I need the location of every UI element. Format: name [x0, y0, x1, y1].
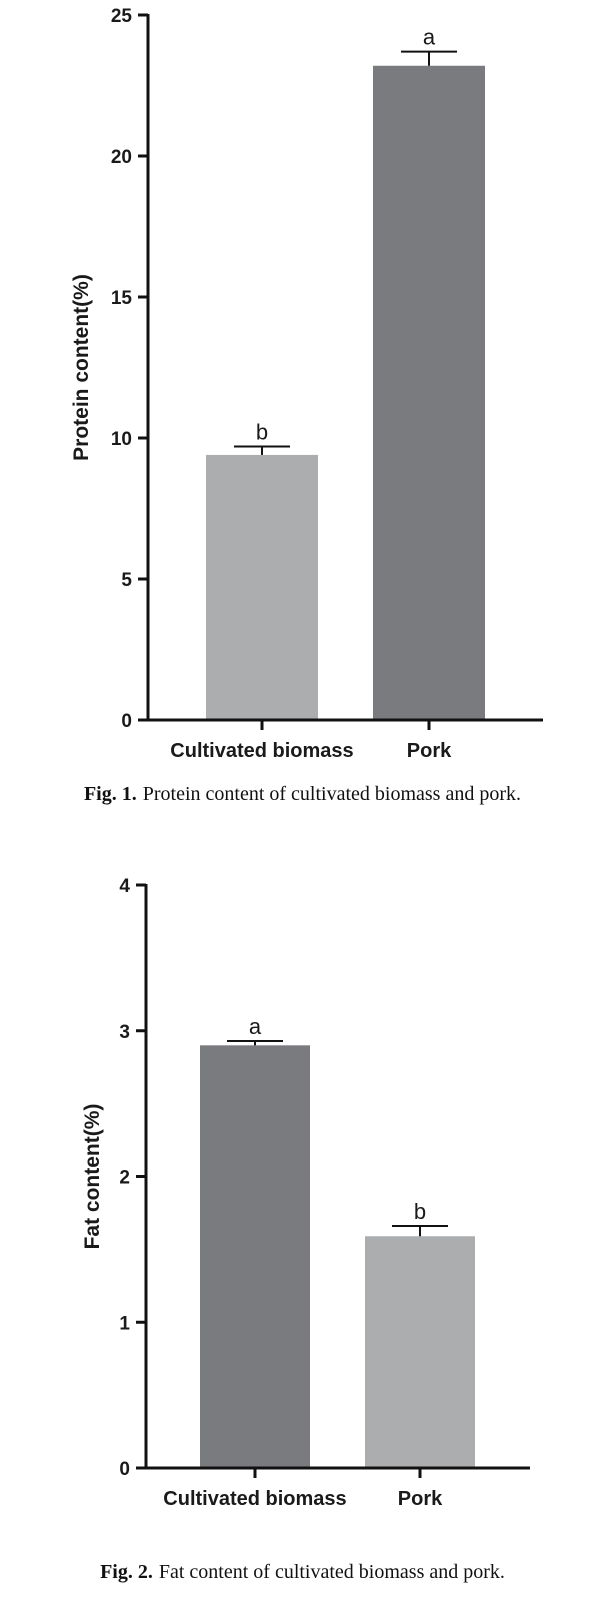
fat-y-axis-title: Fat content(%) — [81, 1104, 104, 1250]
protein-y-tick-label-25: 25 — [111, 6, 133, 27]
protein-category-label-2: Pork — [407, 740, 452, 762]
figure-1-caption-text: Protein content of cultivated biomass an… — [142, 783, 522, 805]
protein-bar-2 — [373, 65, 485, 720]
fat-significance-label-1: a — [249, 1014, 262, 1039]
fat-y-tick-label-1: 1 — [119, 1313, 130, 1334]
fat-y-tick-label-4: 4 — [119, 876, 130, 897]
figure-2-caption-text: Fat content of cultivated biomass and po… — [158, 1561, 505, 1583]
fat-bar-2 — [365, 1236, 475, 1468]
protein-y-tick-label-20: 20 — [111, 147, 132, 168]
protein-y-tick-label-0: 0 — [121, 711, 132, 732]
fat-bar-1 — [200, 1045, 310, 1468]
figure-2-number: Fig. 2. — [100, 1561, 153, 1583]
protein-y-tick-label-5: 5 — [121, 570, 132, 591]
protein-significance-label-1: b — [256, 419, 268, 444]
fat-category-label-1: Cultivated biomass — [163, 1488, 346, 1510]
fat-category-label-2: Pork — [398, 1488, 443, 1510]
protein-y-axis-title: Protein content(%) — [70, 274, 93, 461]
protein-significance-label-2: a — [423, 25, 436, 50]
fat-content-chart: a b 0 1 2 3 4 Cultivated biomass Pork Fat content… — [81, 876, 530, 1510]
protein-y-tick-label-10: 10 — [111, 429, 132, 450]
fat-y-tick-label-2: 2 — [119, 1168, 130, 1189]
protein-category-label-1: Cultivated biomass — [170, 740, 353, 762]
fat-y-tick-label-0: 0 — [119, 1459, 130, 1480]
figure-1-caption: Fig. 1. Protein content of cultivated bio… — [0, 783, 605, 806]
protein-bar-1 — [206, 454, 318, 720]
protein-y-tick-label-15: 15 — [111, 288, 133, 309]
figure-1-number: Fig. 1. — [83, 783, 137, 805]
fat-y-tick-label-3: 3 — [119, 1022, 130, 1043]
fat-significance-label-2: b — [414, 1199, 426, 1224]
figure-2-caption: Fig. 2. Fat content of cultivated biomass… — [0, 1561, 605, 1584]
protein-content-chart: b a 0 5 10 15 20 25 Cultivated biomass Pork Protei… — [70, 6, 543, 762]
